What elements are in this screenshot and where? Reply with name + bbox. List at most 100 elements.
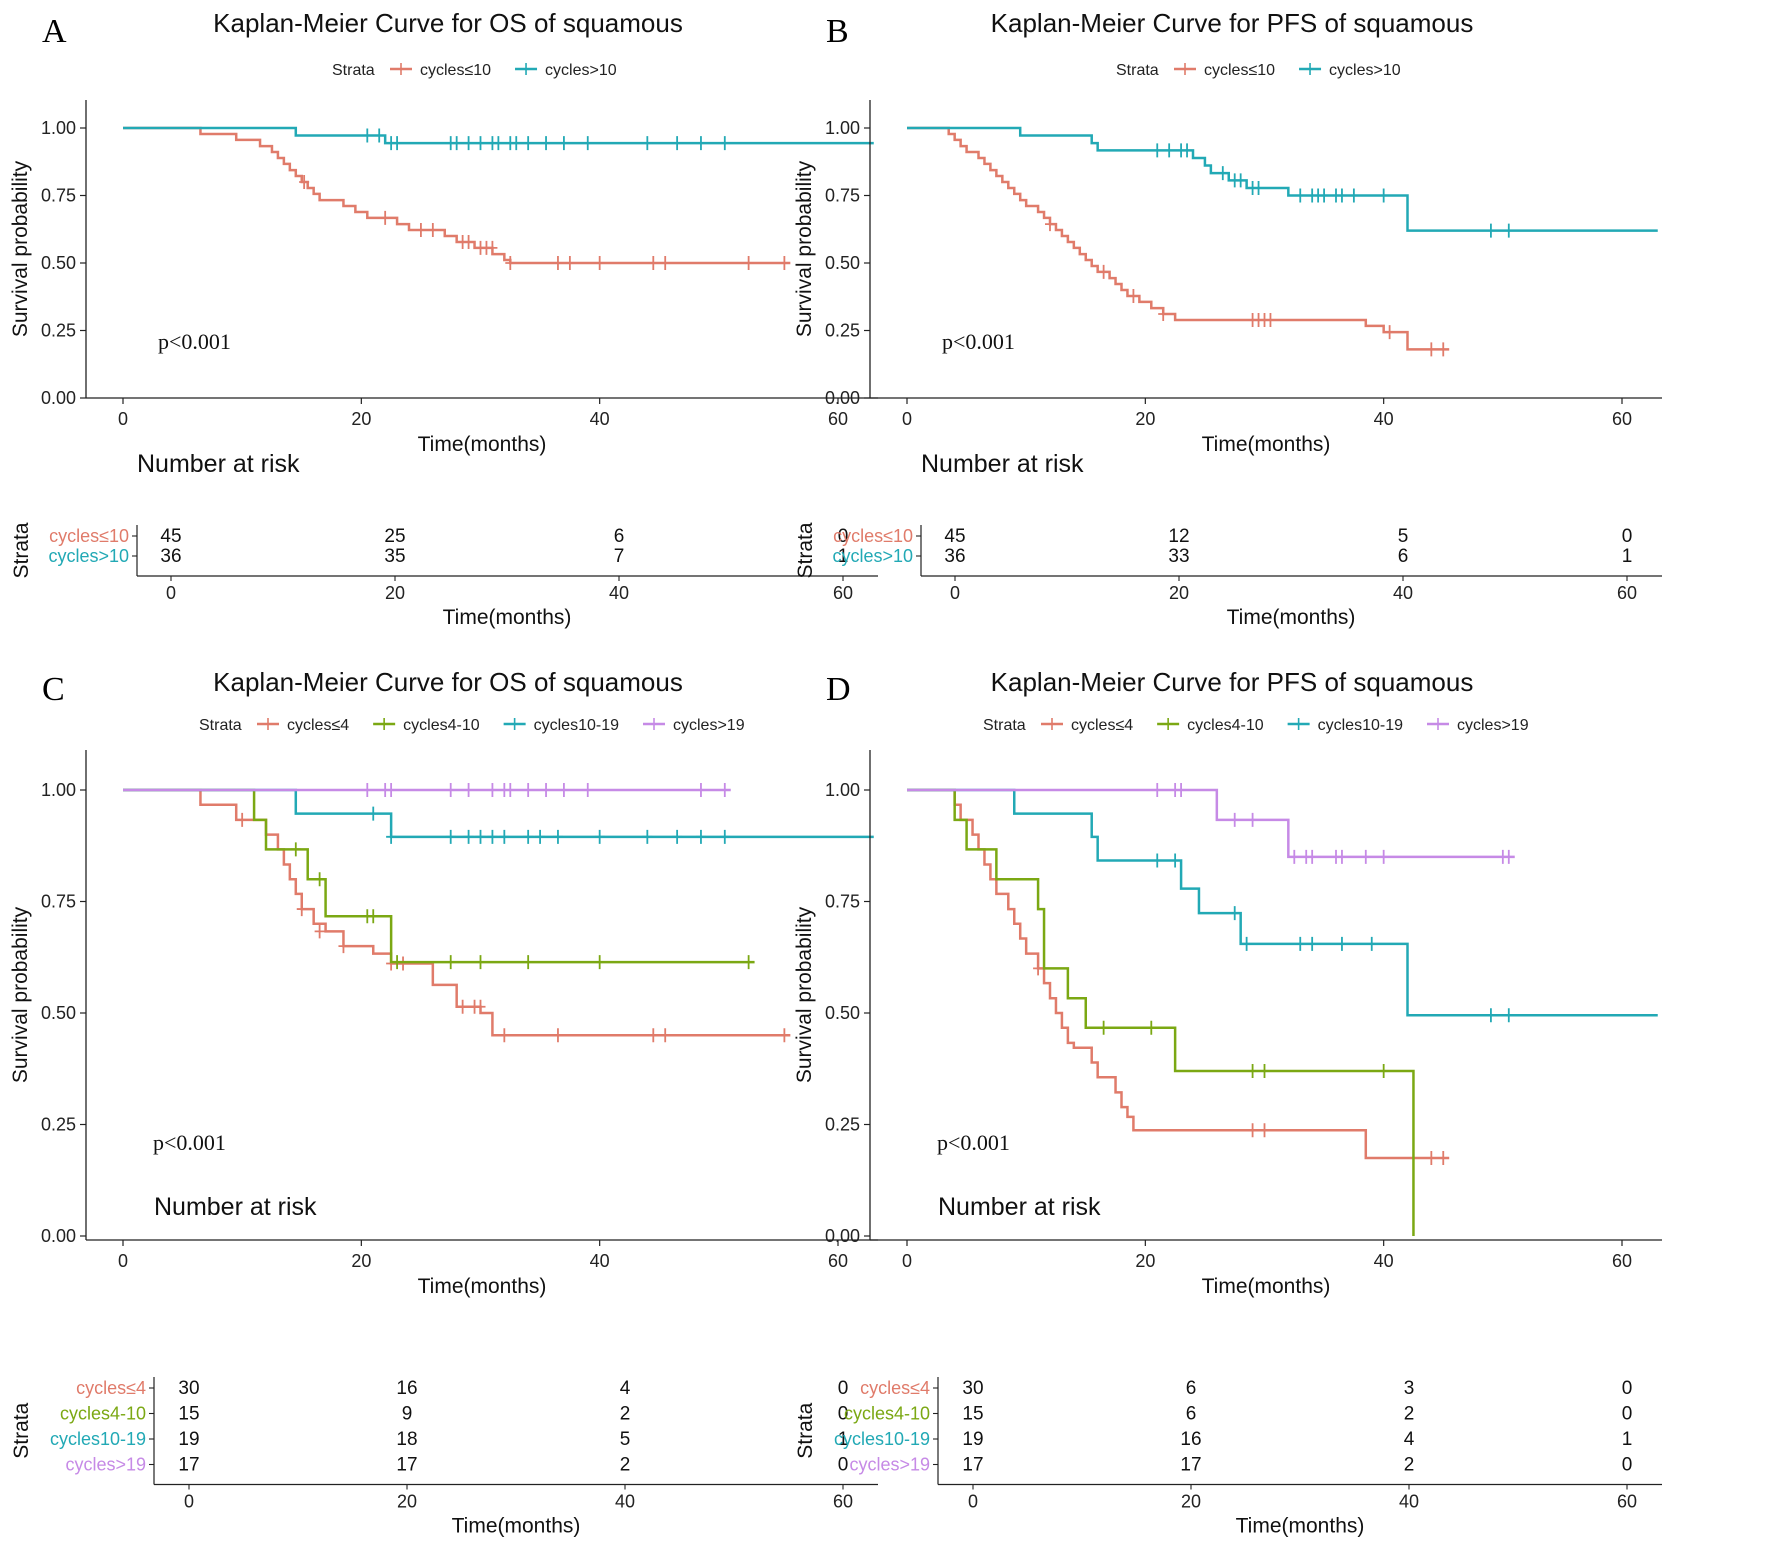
y-tick-label: 1.00: [41, 780, 76, 800]
censor-mark: [1045, 217, 1055, 232]
censor-mark: [314, 924, 325, 939]
censor-mark: [463, 234, 474, 249]
censor-mark: [511, 136, 522, 151]
risk-table-row: cycles>19 17 17 2 0: [849, 1455, 1632, 1476]
risk-count: 5: [1398, 526, 1409, 547]
risk-count: 17: [178, 1455, 199, 1476]
censor-mark: [594, 955, 605, 970]
risk-table-row: cycles4-10 15 9 2 0: [60, 1404, 848, 1425]
censor-mark: [451, 136, 462, 151]
legend-label: cycles≤4: [287, 717, 349, 734]
censor-mark: [457, 999, 468, 1014]
risk-count: 25: [384, 526, 405, 547]
x-tick-label: 0: [118, 409, 128, 429]
y-tick-label: 1.00: [825, 780, 860, 800]
risk-table-row: cycles10-19 19 18 5 1: [50, 1429, 848, 1450]
censor-mark: [368, 806, 379, 821]
censor-mark: [523, 955, 534, 970]
risk-row-label: cycles10-19: [50, 1429, 146, 1449]
censor-mark: [427, 223, 438, 238]
risk-count: 3: [1404, 1378, 1415, 1399]
censor-mark: [487, 829, 498, 844]
censor-mark: [743, 256, 754, 270]
km-curve: [123, 788, 755, 964]
y-tick-label: 0.00: [41, 388, 76, 408]
y-tick-label: 0.75: [41, 186, 76, 206]
censor-mark: [1158, 307, 1169, 322]
censor-mark: [1235, 173, 1246, 188]
risk-x-tick-label: 0: [950, 583, 960, 603]
censor-mark: [642, 136, 653, 151]
risk-table-row: cycles≤4 30 16 4 0: [76, 1378, 848, 1399]
censor-mark: [1152, 143, 1163, 158]
p-value: p<0.001: [942, 329, 1015, 354]
censor-mark: [558, 136, 569, 151]
km-curve: [907, 788, 1415, 1236]
censor-mark: [660, 1028, 671, 1043]
censor-mark: [296, 902, 307, 917]
legend-item: cycles≤10: [1174, 62, 1275, 79]
censor-mark: [1146, 1020, 1157, 1035]
censor-mark: [743, 955, 754, 970]
censor-mark: [299, 175, 310, 189]
x-tick-label: 20: [351, 1251, 371, 1271]
censor-mark: [1378, 849, 1389, 864]
risk-count: 16: [396, 1378, 417, 1399]
km-series: [123, 788, 755, 970]
km-curve: [907, 788, 1658, 1017]
km-series: [123, 783, 731, 797]
censor-mark: [1426, 1150, 1437, 1165]
censor-mark: [672, 829, 683, 844]
x-tick-label: 40: [1374, 1251, 1394, 1271]
legend-item: cycles>10: [515, 62, 617, 79]
censor-mark: [564, 256, 575, 270]
p-value: p<0.001: [153, 1130, 226, 1155]
censor-mark: [582, 136, 593, 151]
risk-x-axis-label: Time(months): [1227, 606, 1356, 629]
risk-table-title: Number at risk: [921, 450, 1084, 478]
y-tick-label: 0.25: [825, 1115, 860, 1135]
censor-mark: [1098, 264, 1109, 279]
x-axis-label: Time(months): [418, 433, 547, 456]
censor-mark: [1247, 812, 1258, 827]
censor-mark: [1164, 143, 1175, 158]
x-axis-label: Time(months): [1202, 433, 1331, 456]
chart-title: Kaplan-Meier Curve for OS of squamous: [213, 8, 683, 38]
censor-mark: [487, 240, 498, 255]
censor-mark: [1295, 188, 1306, 203]
risk-count: 2: [1404, 1404, 1415, 1425]
risk-count: 17: [396, 1455, 417, 1476]
y-tick-label: 0.25: [825, 321, 860, 341]
censor-mark: [1229, 906, 1240, 921]
x-tick-label: 0: [902, 409, 912, 429]
y-axis-label: Survival probability: [9, 906, 32, 1083]
risk-x-axis-label: Time(months): [452, 1515, 581, 1538]
risk-x-tick-label: 60: [833, 1492, 853, 1512]
risk-row-label: cycles4-10: [844, 1404, 930, 1424]
y-tick-label: 0.50: [41, 253, 76, 273]
censor-mark: [445, 783, 456, 797]
risk-row-label: cycles>19: [849, 1455, 930, 1475]
censor-mark: [475, 999, 486, 1014]
risk-count: 2: [1404, 1455, 1415, 1476]
censor-mark: [541, 783, 552, 797]
risk-count: 5: [620, 1429, 631, 1450]
risk-count: 36: [944, 546, 965, 567]
censor-mark: [392, 136, 403, 151]
risk-count: 16: [1180, 1429, 1201, 1450]
y-axis-label: Survival probability: [793, 906, 816, 1083]
x-tick-label: 40: [1374, 409, 1394, 429]
legend-item: cycles>10: [1299, 62, 1401, 79]
censor-mark: [1438, 342, 1449, 357]
legend-label: cycles>19: [1457, 717, 1529, 734]
censor-mark: [237, 812, 248, 827]
risk-table-row: cycles≤10 45 12 5 0: [833, 526, 1632, 547]
censor-mark: [463, 136, 474, 151]
censor-mark: [1336, 188, 1347, 203]
censor-mark: [695, 783, 706, 797]
km-curve: [907, 126, 1450, 351]
risk-row-label: cycles≤4: [860, 1378, 930, 1398]
risk-count: 45: [944, 526, 965, 547]
censor-mark: [1152, 853, 1163, 868]
